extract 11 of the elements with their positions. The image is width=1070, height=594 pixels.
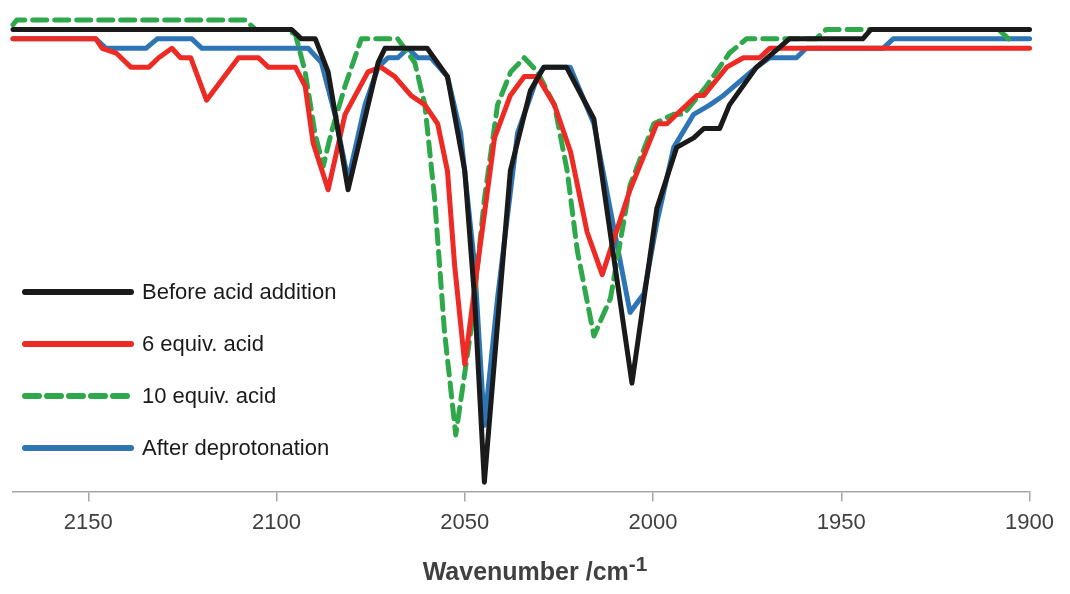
x-tick-label: 2050 xyxy=(440,508,490,534)
legend-label: 6 equiv. acid xyxy=(142,331,264,357)
legend-label: After deprotonation xyxy=(142,435,330,461)
legend-label: Before acid addition xyxy=(142,279,337,305)
x-tick-label: 2150 xyxy=(63,508,113,534)
x-tick-label: 2000 xyxy=(628,508,678,534)
x-tick-label: 1950 xyxy=(816,508,866,534)
x-tick-label: 1900 xyxy=(1005,508,1055,534)
x-axis-title: Wavenumber /cm$^{-1}$ xyxy=(421,551,649,586)
legend-label: 10 equiv. acid xyxy=(142,383,277,409)
x-tick-label: 2100 xyxy=(252,508,302,534)
